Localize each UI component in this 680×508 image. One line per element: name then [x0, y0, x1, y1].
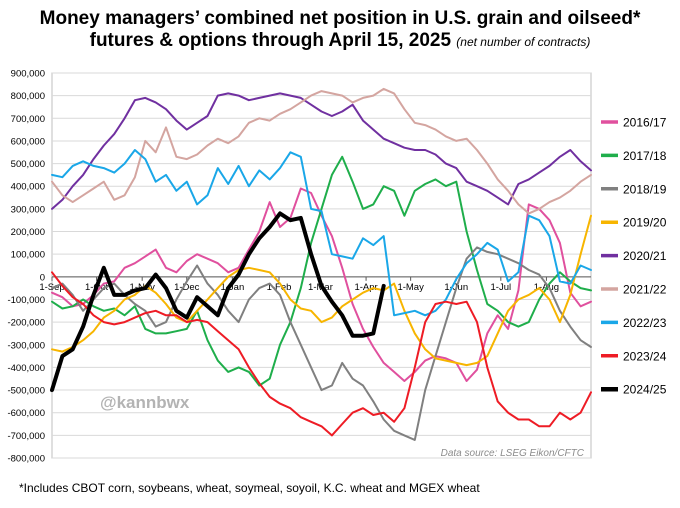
legend-label: 2023/24 — [623, 349, 667, 363]
legend-label: 2022/23 — [623, 316, 667, 330]
legend-label: 2021/22 — [623, 283, 667, 297]
x-tick-label: 1-Feb — [267, 282, 292, 293]
series-line-2018-19 — [51, 246, 592, 441]
y-tick-label: -800,000 — [7, 454, 45, 465]
series-line-2023-24 — [51, 271, 592, 437]
y-tick-label: 500,000 — [11, 159, 45, 170]
watermark: @kannbwx — [100, 393, 190, 412]
series-line-2024-25 — [50, 211, 386, 393]
chart-title-line2-text: futures & options through April 15, 2025 — [89, 30, 452, 51]
y-tick-label: -400,000 — [7, 363, 45, 374]
y-tick-label: -300,000 — [7, 340, 45, 351]
series-line-2022-23 — [51, 149, 592, 317]
y-tick-label: 0 — [40, 272, 45, 283]
x-tick-label: 1-Dec — [174, 282, 200, 293]
legend-label: 2020/21 — [623, 249, 667, 263]
series-line-2017-18 — [51, 155, 592, 387]
legend-label: 2017/18 — [623, 149, 667, 163]
series-line-2016-17 — [51, 187, 592, 382]
chart-title-line1: Money managers’ combined net position in… — [39, 8, 641, 29]
y-tick-label: -100,000 — [7, 295, 45, 306]
x-tick-label: 1-Apr — [354, 282, 377, 293]
legend-label: 2019/20 — [623, 216, 667, 230]
x-tick-label: 1-May — [397, 282, 424, 293]
source-note: Data source: LSEG Eikon/CFTC — [441, 448, 585, 459]
series-line-2020-21 — [51, 92, 592, 210]
y-axis-ticks: -800,000 -700,000 -600,000 -500,000 -400,000… — [7, 69, 45, 465]
legend-label: 2024/25 — [623, 383, 667, 397]
y-tick-label: 700,000 — [11, 114, 45, 125]
x-tick-label: 1-Jan — [220, 282, 244, 293]
y-tick-label: 900,000 — [11, 69, 45, 80]
chart-subtitle: (net number of contracts) — [456, 35, 591, 49]
footnote: *Includes CBOT corn, soybeans, wheat, so… — [19, 481, 480, 495]
legend-label: 2016/17 — [623, 116, 667, 130]
y-tick-label: 800,000 — [11, 91, 45, 102]
y-tick-label: 300,000 — [11, 204, 45, 215]
y-tick-label: 200,000 — [11, 227, 45, 238]
chart-title-line2: futures & options through April 15, 2025… — [0, 30, 680, 52]
y-tick-label: 600,000 — [11, 136, 45, 147]
legend: 2016/17 2017/18 2018/19 2019/20 2020/21 2021/… — [601, 116, 667, 397]
y-tick-label: -600,000 — [7, 408, 45, 419]
x-tick-label: 1-Jul — [491, 282, 512, 293]
y-tick-label: -700,000 — [7, 431, 45, 442]
y-tick-label: -200,000 — [7, 318, 45, 329]
y-tick-label: 100,000 — [11, 250, 45, 261]
legend-label: 2018/19 — [623, 182, 667, 196]
y-tick-label: -500,000 — [7, 386, 45, 397]
y-tick-label: 400,000 — [11, 182, 45, 193]
series-line-2021-22 — [51, 87, 592, 215]
plot-area — [50, 87, 592, 441]
